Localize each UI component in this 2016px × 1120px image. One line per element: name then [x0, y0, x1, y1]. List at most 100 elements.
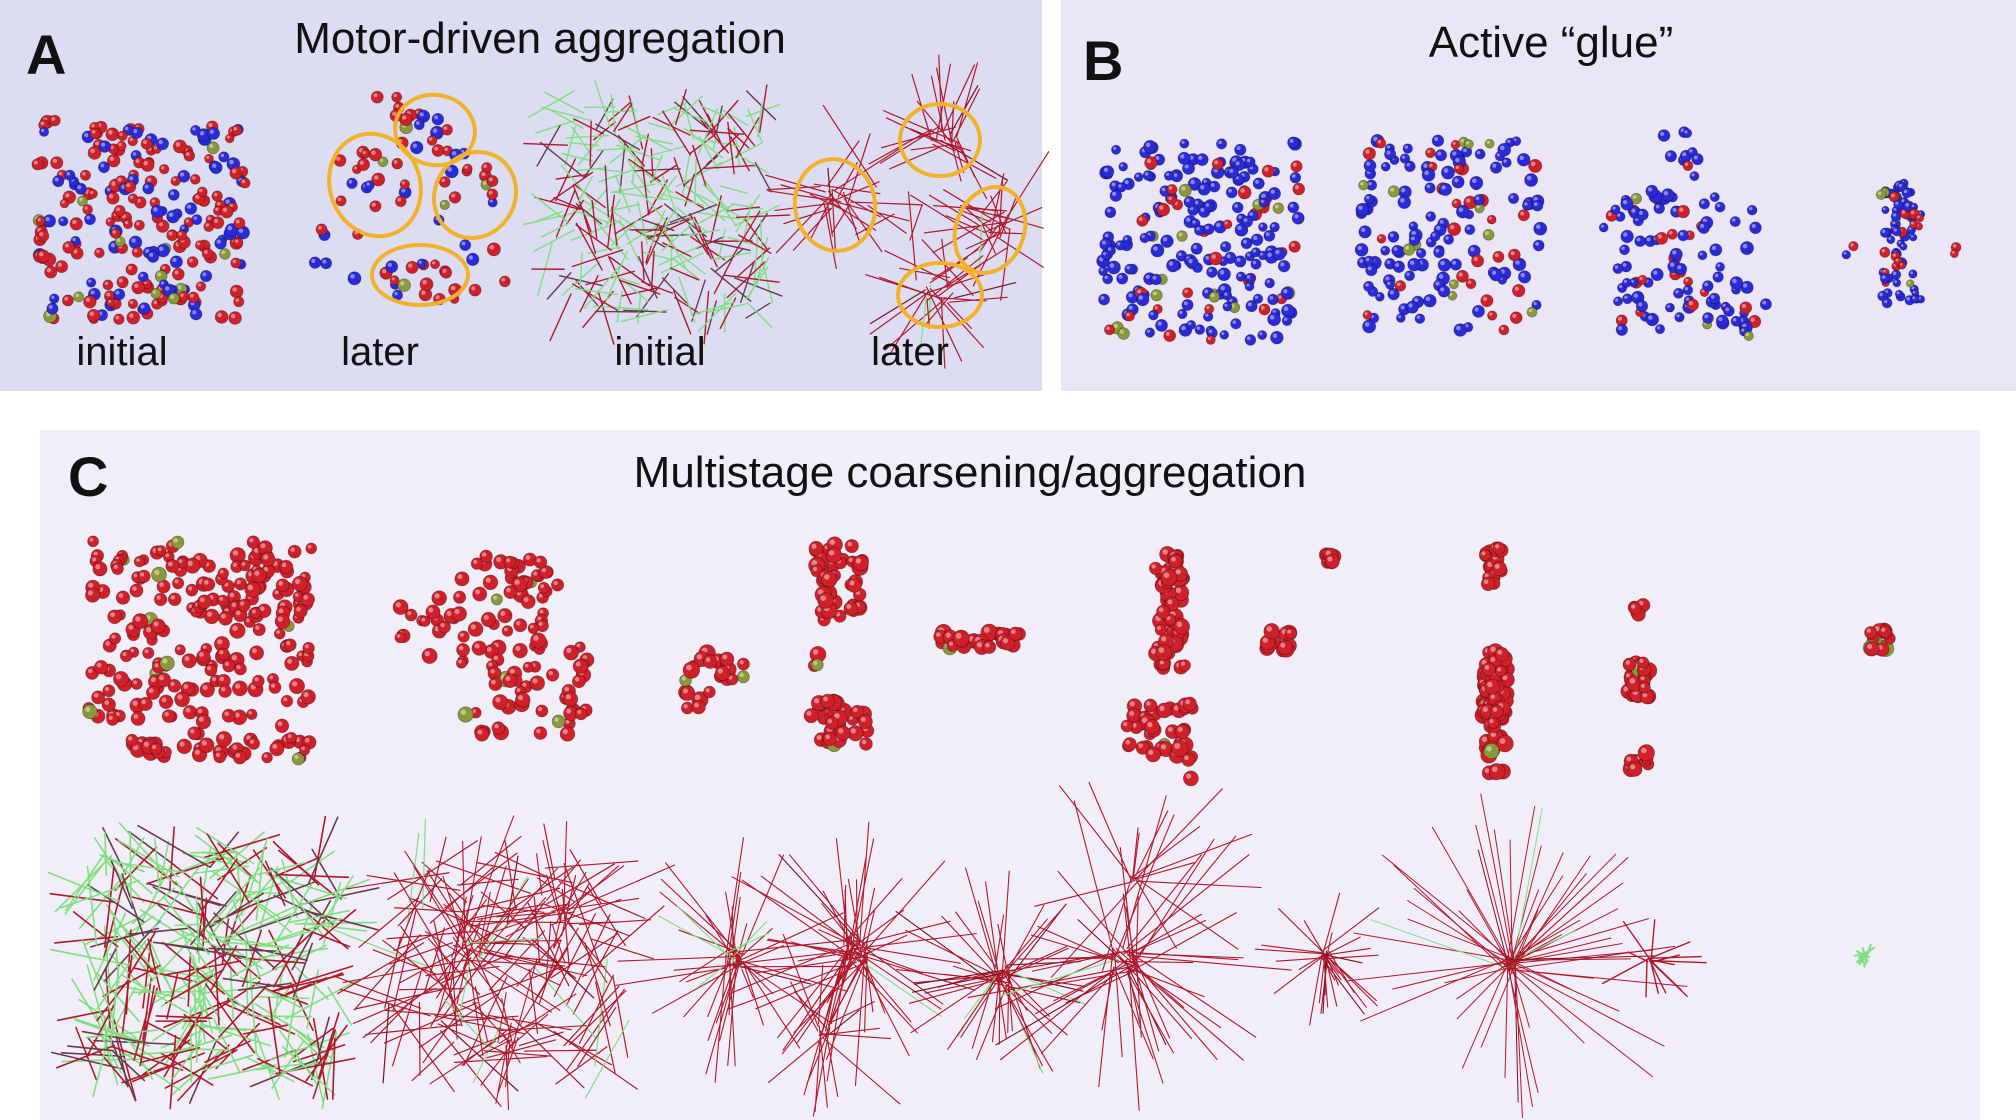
particle — [1438, 182, 1453, 196]
particle — [1451, 175, 1465, 189]
particle — [1677, 229, 1690, 242]
particle — [820, 571, 838, 588]
particle-highlight — [161, 697, 167, 703]
filament — [938, 54, 943, 132]
filament — [1353, 932, 1510, 961]
filament — [257, 985, 309, 1005]
particle-highlight — [1189, 155, 1194, 160]
filament — [175, 880, 214, 941]
particle — [1691, 153, 1704, 166]
particle — [1183, 195, 1196, 208]
filament — [324, 875, 354, 921]
particle-highlight — [1196, 226, 1200, 231]
particle-highlight — [89, 537, 94, 542]
particle — [1516, 153, 1531, 167]
filament — [735, 194, 761, 233]
filament — [1132, 826, 1201, 878]
particle-highlight — [1440, 260, 1445, 266]
particle-highlight — [307, 544, 312, 549]
particle — [1743, 330, 1754, 342]
filament — [992, 947, 1069, 983]
particle — [1408, 234, 1421, 246]
particle-highlight — [246, 735, 251, 741]
filament — [705, 914, 731, 954]
filament — [353, 934, 421, 1011]
particle-highlight — [1153, 246, 1158, 251]
particle-highlight — [202, 685, 208, 691]
filament — [930, 288, 984, 348]
particle-highlight — [1676, 314, 1680, 318]
filament — [731, 203, 764, 210]
particle-highlight — [158, 222, 163, 227]
particle-highlight — [1411, 236, 1415, 241]
particle-highlight — [85, 706, 91, 712]
particle-highlight — [1907, 281, 1911, 284]
particle-highlight — [1648, 315, 1653, 320]
filament — [288, 909, 351, 924]
filament — [504, 840, 517, 909]
particle-highlight — [1192, 245, 1197, 249]
particle — [146, 250, 160, 263]
filament — [977, 900, 998, 968]
particle-highlight — [215, 207, 219, 211]
particle — [1182, 696, 1197, 712]
particle — [1894, 289, 1904, 299]
particle — [36, 229, 50, 243]
particle — [218, 151, 230, 163]
particle-highlight — [129, 176, 134, 181]
panel-letter-b: B — [1083, 29, 1124, 92]
filament — [767, 938, 855, 956]
particle — [171, 267, 185, 281]
particle-highlight — [1168, 196, 1172, 201]
particle-highlight — [1490, 646, 1496, 652]
particle — [810, 658, 824, 672]
particle-highlight — [1742, 243, 1748, 249]
particle-highlight — [739, 660, 744, 665]
filament — [1132, 832, 1140, 882]
filament — [755, 961, 868, 1010]
filament — [202, 858, 238, 910]
filament — [223, 1002, 296, 1035]
particle — [488, 677, 503, 692]
particle-highlight — [488, 177, 493, 182]
particle-highlight — [1236, 146, 1241, 151]
particle — [530, 632, 547, 649]
filament — [563, 821, 568, 904]
filament — [991, 980, 1000, 1043]
particle-highlight — [1123, 722, 1128, 727]
particle-highlight — [434, 115, 439, 120]
filament — [566, 865, 625, 909]
panel-a-filament-later — [765, 54, 1050, 369]
particle — [1463, 139, 1474, 150]
filament — [133, 1011, 148, 1061]
particle — [1178, 183, 1192, 197]
particle-highlight — [110, 243, 116, 248]
filament — [1456, 961, 1513, 1020]
particle — [1479, 549, 1492, 562]
particle-highlight — [1167, 727, 1173, 732]
filament — [837, 162, 858, 198]
filament — [1461, 965, 1508, 1069]
filament — [569, 849, 602, 905]
filament — [658, 241, 709, 266]
particle — [481, 162, 493, 174]
particle — [1166, 183, 1178, 195]
particle-highlight — [227, 225, 233, 231]
filament — [146, 857, 225, 885]
particle — [468, 283, 482, 297]
panel-a-filament-initial — [523, 80, 791, 345]
particle — [285, 731, 298, 744]
particle-highlight — [1270, 189, 1275, 194]
particle-highlight — [303, 594, 309, 600]
particle — [107, 153, 121, 168]
particle-highlight — [337, 197, 342, 202]
particle-highlight — [458, 645, 464, 651]
particle-highlight — [483, 614, 489, 620]
particle — [1898, 261, 1907, 270]
particle — [1272, 247, 1286, 261]
filament — [985, 881, 1000, 984]
particle — [140, 158, 155, 172]
filament — [821, 903, 862, 953]
filament — [272, 973, 345, 992]
particle — [1714, 201, 1726, 213]
